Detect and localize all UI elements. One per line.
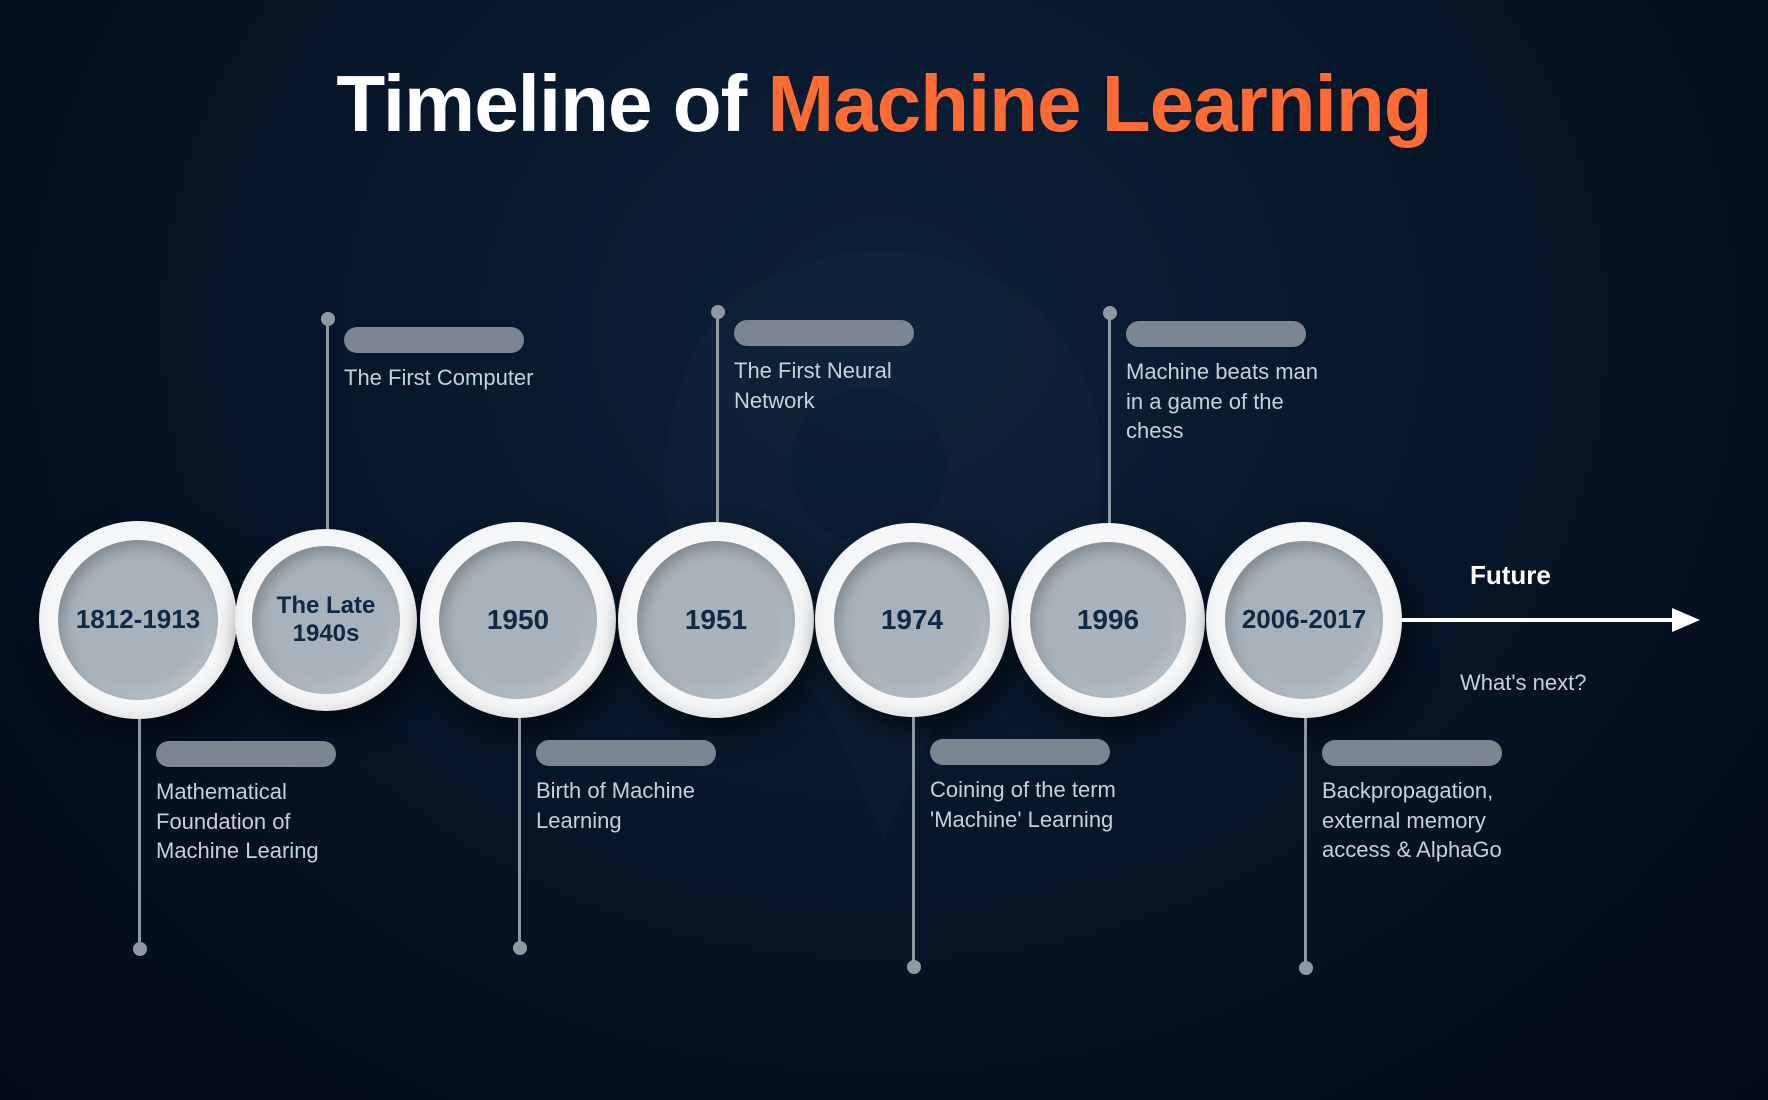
callout-dot-icon [907, 960, 921, 974]
timeline-node: The Late 1940s [235, 529, 417, 711]
callout-dot-icon [1299, 961, 1313, 975]
node-label: 1950 [487, 604, 549, 636]
node-inner-disc: The Late 1940s [252, 546, 400, 694]
node-inner-disc: 2006-2017 [1225, 541, 1383, 699]
callout-pill [344, 327, 524, 353]
callout-line [1108, 313, 1111, 523]
node-label: 1812-1913 [76, 605, 200, 635]
callout-text: The First Neural Network [734, 356, 934, 415]
callout-dot-icon [133, 942, 147, 956]
node-outer-ring: 1950 [420, 522, 616, 718]
callout-dot-icon [513, 941, 527, 955]
callout-pill [536, 740, 716, 766]
callout-text: The First Computer [344, 363, 544, 393]
callout-line [518, 718, 521, 948]
node-outer-ring: 1812-1913 [39, 521, 237, 719]
title-part-2: Machine Learning [767, 59, 1431, 148]
node-inner-disc: 1812-1913 [58, 540, 218, 700]
callout-line [912, 717, 915, 967]
callout-text: Coining of the term 'Machine' Learning [930, 775, 1130, 834]
timeline-callout: Backpropagation, external memory access … [1304, 718, 1524, 968]
node-inner-disc: 1974 [834, 542, 990, 698]
node-inner-disc: 1951 [637, 541, 795, 699]
timeline-node: 1974 [815, 523, 1009, 717]
timeline-callout: Coining of the term 'Machine' Learning [912, 717, 1132, 967]
node-inner-disc: 1950 [439, 541, 597, 699]
callout-text: Backpropagation, external memory access … [1322, 776, 1522, 865]
callout-pill [156, 741, 336, 767]
timeline-callout: Birth of Machine Learning [518, 718, 738, 948]
timeline-callout: Mathematical Foundation of Machine Leari… [138, 719, 358, 949]
callout-pill [930, 739, 1110, 765]
node-outer-ring: 1951 [618, 522, 814, 718]
timeline-node: 1812-1913 [39, 521, 237, 719]
node-label: 1996 [1077, 604, 1139, 636]
callout-text: Mathematical Foundation of Machine Leari… [156, 777, 356, 866]
node-label: 2006-2017 [1242, 605, 1366, 635]
title-part-1: Timeline of [336, 59, 767, 148]
node-label: 1951 [685, 604, 747, 636]
callout-dot-icon [711, 305, 725, 319]
timeline-callout: The First Neural Network [716, 312, 936, 522]
timeline-node: 1950 [420, 522, 616, 718]
timeline-callout: The First Computer [326, 319, 546, 529]
timeline-node: 1951 [618, 522, 814, 718]
node-outer-ring: 1974 [815, 523, 1009, 717]
node-outer-ring: 1996 [1011, 523, 1205, 717]
callout-pill [1322, 740, 1502, 766]
node-inner-disc: 1996 [1030, 542, 1186, 698]
callout-line [1304, 718, 1307, 968]
node-label: 1974 [881, 604, 943, 636]
callout-line [138, 719, 141, 949]
future-arrow-shaft [1400, 618, 1680, 622]
callout-text: Machine beats man in a game of the chess [1126, 357, 1326, 446]
callout-pill [1126, 321, 1306, 347]
future-subtext: What's next? [1460, 670, 1586, 696]
callout-line [716, 312, 719, 522]
node-outer-ring: 2006-2017 [1206, 522, 1402, 718]
timeline-node: 2006-2017 [1206, 522, 1402, 718]
page-title: Timeline of Machine Learning [0, 58, 1768, 150]
callout-pill [734, 320, 914, 346]
node-label: The Late 1940s [264, 592, 388, 647]
timeline-callout: Machine beats man in a game of the chess [1108, 313, 1328, 523]
timeline-node: 1996 [1011, 523, 1205, 717]
future-arrow-head-icon [1672, 608, 1700, 632]
callout-text: Birth of Machine Learning [536, 776, 736, 835]
node-outer-ring: The Late 1940s [235, 529, 417, 711]
infographic-canvas: Timeline of Machine Learning 1812-1913 Th… [0, 0, 1768, 1100]
future-label: Future [1470, 560, 1551, 591]
callout-dot-icon [321, 312, 335, 326]
callout-line [326, 319, 329, 529]
callout-dot-icon [1103, 306, 1117, 320]
